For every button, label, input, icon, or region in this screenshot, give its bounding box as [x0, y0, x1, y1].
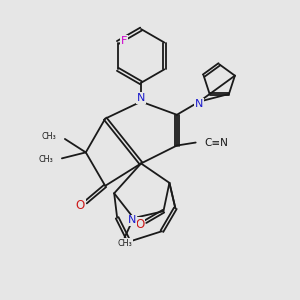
Text: N: N	[128, 215, 136, 226]
Text: N: N	[195, 99, 203, 109]
Text: N: N	[137, 93, 145, 103]
Text: C≡N: C≡N	[205, 137, 229, 148]
Text: CH₃: CH₃	[42, 132, 56, 141]
Text: CH₃: CH₃	[39, 155, 53, 164]
Text: CH₃: CH₃	[117, 239, 132, 248]
Text: F: F	[121, 36, 127, 46]
Text: O: O	[136, 218, 145, 231]
Text: O: O	[76, 199, 85, 212]
